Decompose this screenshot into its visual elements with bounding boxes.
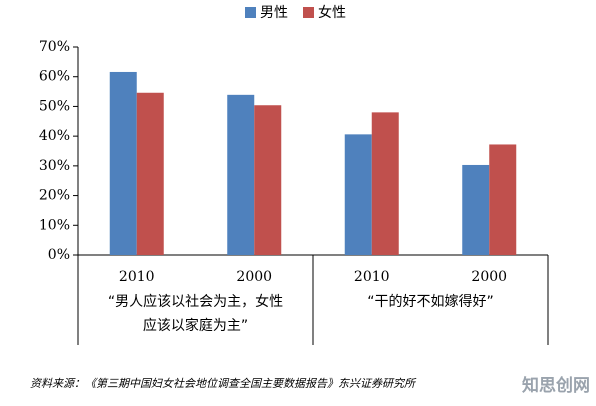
watermark: 知思创网: [521, 375, 590, 396]
y-tick-label: 20%: [39, 188, 70, 204]
x-tick-label: 2000: [236, 269, 272, 285]
x-tick-label: 2010: [119, 269, 155, 285]
bar: [254, 105, 282, 256]
group-label: 应该以家庭为主”: [143, 317, 248, 334]
bar: [344, 134, 372, 255]
bar: [136, 92, 164, 255]
y-tick-label: 0%: [48, 247, 70, 263]
bar: [227, 94, 255, 255]
x-tick-label: 2010: [354, 269, 390, 285]
legend-label: 女性: [318, 4, 346, 21]
legend-swatch: [245, 7, 256, 18]
bar: [371, 112, 399, 255]
y-tick-label: 60%: [39, 69, 70, 85]
group-label: “干的好不如嫁得好”: [367, 293, 494, 310]
bar: [489, 144, 517, 255]
legend-label: 男性: [260, 5, 288, 21]
y-tick-label: 40%: [39, 128, 70, 144]
y-tick-label: 30%: [39, 158, 70, 174]
group-label: “男人应该以社会为主，女性: [108, 293, 283, 310]
source-note: 资料来源：《第三期中国妇女社会地位调查全国主要数据报告》东兴证券研究所: [30, 377, 417, 390]
legend-swatch: [303, 7, 314, 18]
y-tick-label: 70%: [39, 39, 70, 55]
y-tick-label: 10%: [39, 217, 70, 233]
bar: [109, 71, 137, 256]
bar: [462, 164, 490, 255]
y-tick-label: 50%: [39, 98, 70, 114]
x-tick-label: 2000: [471, 269, 507, 285]
